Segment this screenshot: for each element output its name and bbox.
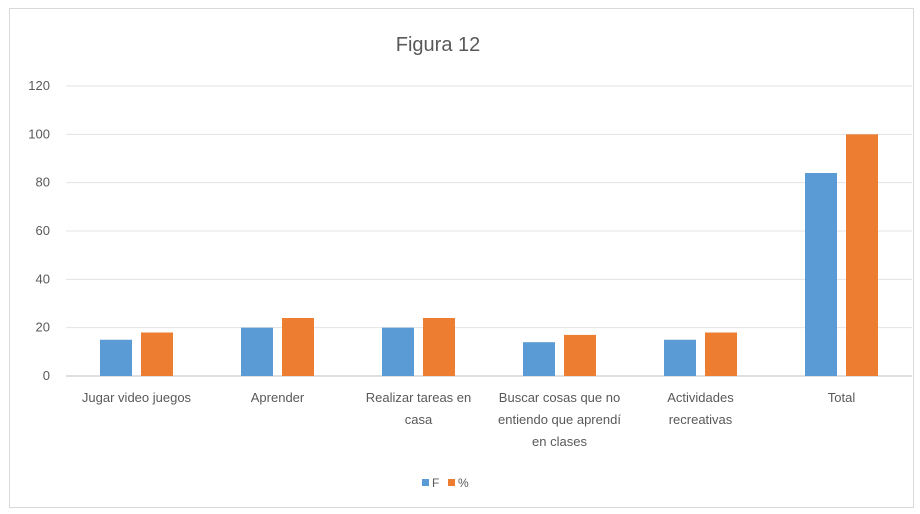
bar-f	[241, 327, 273, 376]
y-tick-label: 40	[36, 271, 50, 286]
y-tick-label: 20	[36, 320, 50, 335]
y-tick-label: 0	[43, 368, 50, 383]
x-category-label: Actividades recreativas	[667, 390, 734, 427]
bars	[100, 134, 878, 376]
bar-percent	[282, 318, 314, 376]
x-category-label: Realizar tareas en casa	[366, 390, 472, 427]
bar-f	[805, 173, 837, 376]
x-axis-categories: Jugar video juegos Aprender Realizar tarea…	[82, 390, 855, 449]
x-category-label: Jugar video juegos	[82, 390, 192, 405]
bar-chart: Figura 12 0 20 40 60 80 100 120 Jugar video ju…	[28, 34, 912, 490]
bar-percent	[141, 332, 173, 376]
bar-percent	[846, 134, 878, 376]
y-tick-label: 120	[28, 78, 50, 93]
bar-f	[523, 342, 555, 376]
legend-label: F	[432, 476, 439, 490]
bar-f	[382, 327, 414, 376]
chart-title: Figura 12	[396, 34, 481, 56]
y-tick-label: 80	[36, 175, 50, 190]
bar-percent	[705, 332, 737, 376]
y-axis-ticks: 0 20 40 60 80 100 120	[28, 78, 50, 383]
bar-percent	[564, 334, 596, 376]
bar-f	[100, 339, 132, 376]
legend-swatch	[448, 479, 455, 486]
legend: F%	[422, 476, 469, 490]
x-category-label: Buscar cosas que no entiendo que aprendí e…	[498, 390, 621, 449]
y-tick-label: 100	[28, 126, 50, 141]
gridlines	[66, 85, 912, 377]
bar-f	[664, 339, 696, 376]
legend-label: %	[458, 476, 469, 490]
legend-swatch	[422, 479, 429, 486]
y-tick-label: 60	[36, 223, 50, 238]
chart-container: Figura 12 0 20 40 60 80 100 120 Jugar video ju…	[9, 8, 914, 508]
x-category-label: Total	[828, 390, 856, 405]
bar-percent	[423, 318, 455, 376]
x-category-label: Aprender	[251, 390, 305, 405]
